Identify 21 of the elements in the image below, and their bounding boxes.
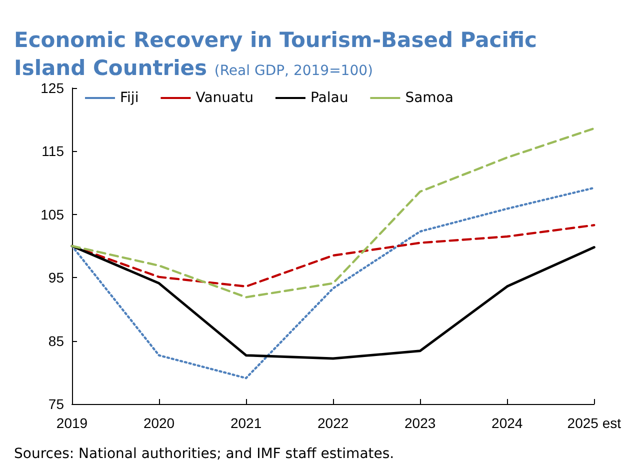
y-tick-label: 95	[48, 270, 64, 286]
x-tick-label: 2021	[230, 415, 262, 431]
x-tick-label: 2025 est	[567, 415, 622, 431]
line-series	[70, 127, 596, 298]
y-tick-label: 115	[42, 143, 64, 160]
y-tick-label: 85	[48, 332, 64, 349]
chart-subtitle: (Real GDP, 2019=100)	[214, 63, 373, 79]
legend-label: Vanuatu	[196, 90, 254, 106]
x-tick-label: 2023	[404, 415, 436, 431]
x-tick-label: 2022	[317, 415, 349, 431]
source-note: Sources: National authorities; and IMF staff estimates.	[14, 446, 394, 462]
legend-label: Samoa	[405, 90, 454, 106]
y-tick-label: 125	[40, 80, 64, 96]
y-tick-label: 75	[48, 396, 64, 412]
x-tick-label: 2019	[56, 415, 88, 431]
y-tick-label: 105	[40, 206, 64, 222]
x-tick-label: 2020	[143, 415, 175, 431]
x-tick-label: 2024	[492, 415, 523, 431]
legend-label: Palau	[310, 90, 348, 106]
legend-label: Fiji	[120, 90, 139, 106]
line-series	[70, 186, 596, 380]
